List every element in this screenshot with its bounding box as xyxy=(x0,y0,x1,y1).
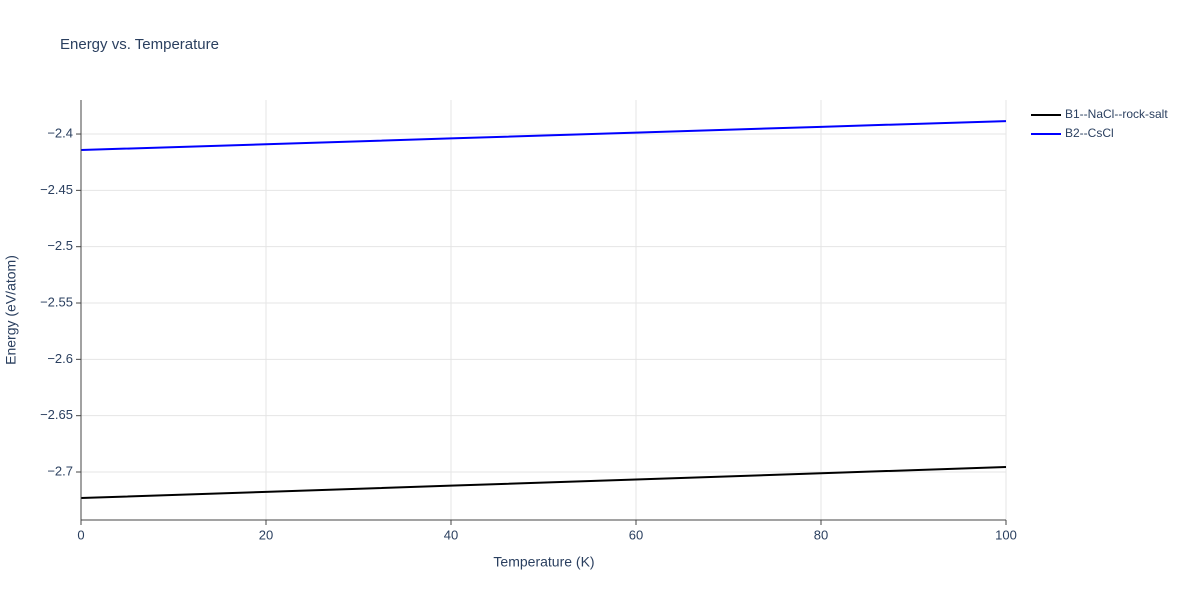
legend-label: B1--NaCl--rock-salt xyxy=(1065,107,1168,121)
y-tick-label: −2.4 xyxy=(47,125,73,140)
y-tick-label: −2.5 xyxy=(47,238,73,253)
x-tick-label: 0 xyxy=(77,527,84,542)
y-axis-title: Energy (eV/atom) xyxy=(3,255,19,365)
y-tick-label: −2.7 xyxy=(47,463,73,478)
x-tick-label: 20 xyxy=(259,527,273,542)
y-tick-label: −2.6 xyxy=(47,351,73,366)
y-tick-label: −2.55 xyxy=(40,294,73,309)
x-tick-label: 80 xyxy=(814,527,828,542)
x-axis-title: Temperature (K) xyxy=(493,554,594,570)
chart-title: Energy vs. Temperature xyxy=(60,36,219,53)
legend-label: B2--CsCl xyxy=(1065,126,1114,140)
line-series xyxy=(80,466,1007,500)
x-tick-label: 100 xyxy=(995,527,1017,542)
y-tick-label: −2.45 xyxy=(40,182,73,197)
x-tick-label: 60 xyxy=(629,527,643,542)
line-series xyxy=(80,120,1007,152)
x-tick-label: 40 xyxy=(444,527,458,542)
y-tick-label: −2.65 xyxy=(40,407,73,422)
